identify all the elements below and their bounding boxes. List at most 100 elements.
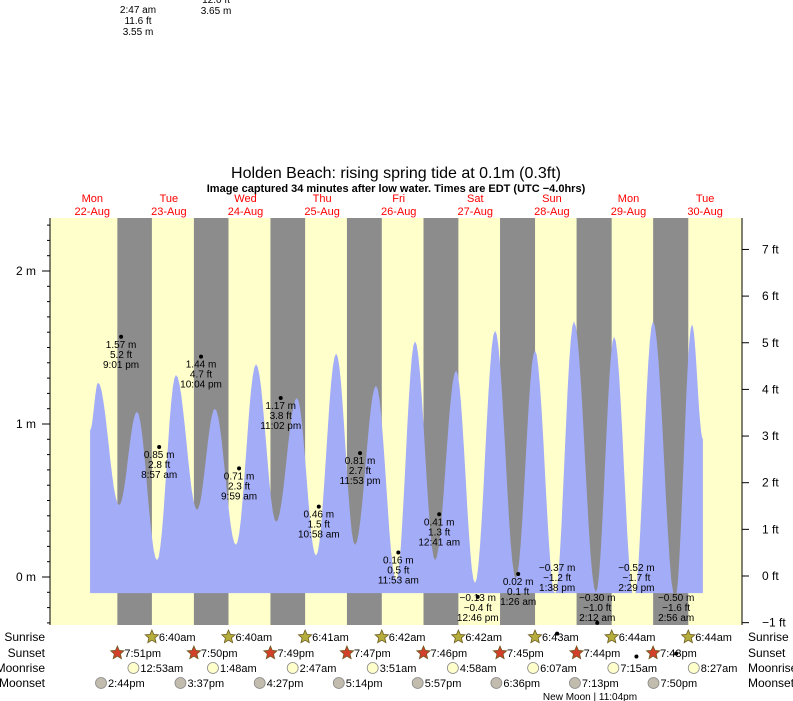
tide-event-label: 9:59 am [221,491,257,502]
tide-event-label: 1.44 m [186,360,217,371]
moonrise-moon-icon [446,662,459,674]
tide-curve-area [90,321,703,594]
tide-event-dot [595,620,600,625]
tide-event-label: 9:01 pm [103,360,139,371]
tide-event-label: 2:29 pm [618,583,654,594]
right-axis-tick-label: 4 ft [762,382,779,396]
tide-event-label: −0.13 m [460,593,496,604]
row-label-sunrise: Sunrise [4,630,45,644]
tide-event-dot [157,444,162,449]
row-label-right-sunrise: Sunrise [748,630,789,644]
sunrise-star-icon [680,628,696,644]
sunrise-time: 6:42am [389,632,426,644]
date-label: 27-Aug [458,206,493,218]
tide-event-label: 10:58 am [298,530,340,541]
sunrise-time: 6:44am [619,632,656,644]
moonset-moon-icon [95,677,107,689]
sunset-time: 7:47pm [354,648,391,660]
day-label: Tue [696,193,715,205]
sunrise-time: 6:41am [312,632,349,644]
sunrise-star-icon [144,628,160,644]
tide-event-label: 0.41 m [424,517,455,528]
tide-event-label: 12:41 am [418,537,460,548]
day-label: Fri [392,193,405,205]
date-label: 29-Aug [611,206,646,218]
tide-event-dot [316,504,321,509]
sunrise-star-icon [374,628,390,644]
tide-event-dot [555,631,560,636]
moonset-moon-icon [569,677,581,689]
day-label: Mon [618,193,639,205]
sunrise-star-icon [527,628,543,644]
row-label-right-moonset: Moonset [748,676,793,690]
moonrise-time: 8:27am [701,663,738,675]
day-label: Sun [542,193,562,205]
moonrise-time: 7:15am [620,663,657,675]
moonset-time: 3:37pm [187,678,224,690]
tide-event-dot [475,594,480,599]
offscale-tide-label: 3.55 m [123,27,154,38]
tide-event-label: 10:04 pm [180,380,222,391]
tide-event-label: −1.2 ft [543,573,571,584]
sunset-time: 7:43pm [660,648,697,660]
tide-event-dot [674,651,679,656]
sunset-star-icon [186,644,202,660]
tide-event-label: 0.46 m [304,510,335,521]
tide-event-label: 8:57 am [141,470,177,481]
moonset-time: 6:36pm [503,678,540,690]
tide-event-dot [199,354,204,359]
tide-event-label: 0.5 ft [387,566,409,577]
sunset-time: 7:44pm [584,648,621,660]
offscale-tide-label: 3.65 m [201,6,232,17]
day-label: Mon [82,193,103,205]
moonrise-moon-icon [366,662,379,674]
sunset-time: 7:50pm [201,648,238,660]
tide-event-label: −0.30 m [579,593,615,604]
tide-event-label: 5.2 ft [110,350,132,361]
day-label: Tue [160,193,179,205]
moonset-time: 4:27pm [267,678,304,690]
tide-event-label: −0.52 m [618,563,654,574]
moonrise-time: 3:51am [380,663,417,675]
row-label-sunset: Sunset [8,646,46,660]
tide-event-label: 12:46 pm [457,613,499,624]
offscale-tide-label: 11.6 ft [124,16,151,27]
tide-event-dot [237,466,242,471]
sunrise-time: 6:40am [235,632,272,644]
sunrise-time: 6:44am [695,632,732,644]
moonset-time: 7:13pm [582,678,619,690]
chart-subtitle: Image captured 34 minutes after low wate… [207,183,586,195]
tide-event-dot [358,451,363,456]
tide-event-label: −1.7 ft [622,573,650,584]
tide-event-label: 1:26 am [500,597,536,608]
date-label: 30-Aug [687,206,722,218]
moonset-time: 2:44pm [108,678,145,690]
right-axis-tick-label: 3 ft [762,429,779,443]
row-label-right-moonrise: Moonrise [748,661,793,675]
row-label-moonrise: Moonrise [0,661,45,675]
right-axis-tick-label: 7 ft [762,242,779,256]
moonset-time: 7:50pm [661,678,698,690]
sunset-star-icon [645,644,661,660]
sunrise-time: 6:40am [159,632,196,644]
right-axis-tick-label: 6 ft [762,289,779,303]
tide-event-label: 2:56 am [658,613,694,624]
right-axis-tick-label: 1 ft [762,522,779,536]
tide-event-label: 2:12 am [579,613,615,624]
date-label: 24-Aug [228,206,263,218]
sunset-time: 7:45pm [507,648,544,660]
tide-event-label: 3.8 ft [270,411,292,422]
tide-event-dot [119,334,124,339]
date-label: 28-Aug [534,206,569,218]
tide-event-label: 1:38 pm [539,583,575,594]
sunrise-time: 6:42am [465,632,502,644]
date-label: 23-Aug [151,206,186,218]
moonrise-time: 12:53am [140,663,183,675]
tide-event-label: −0.50 m [658,593,694,604]
moonrise-time: 1:48am [220,663,257,675]
moonset-time: 5:14pm [346,678,383,690]
sunset-star-icon [339,644,355,660]
left-axis-tick-label: 2 m [16,264,36,278]
